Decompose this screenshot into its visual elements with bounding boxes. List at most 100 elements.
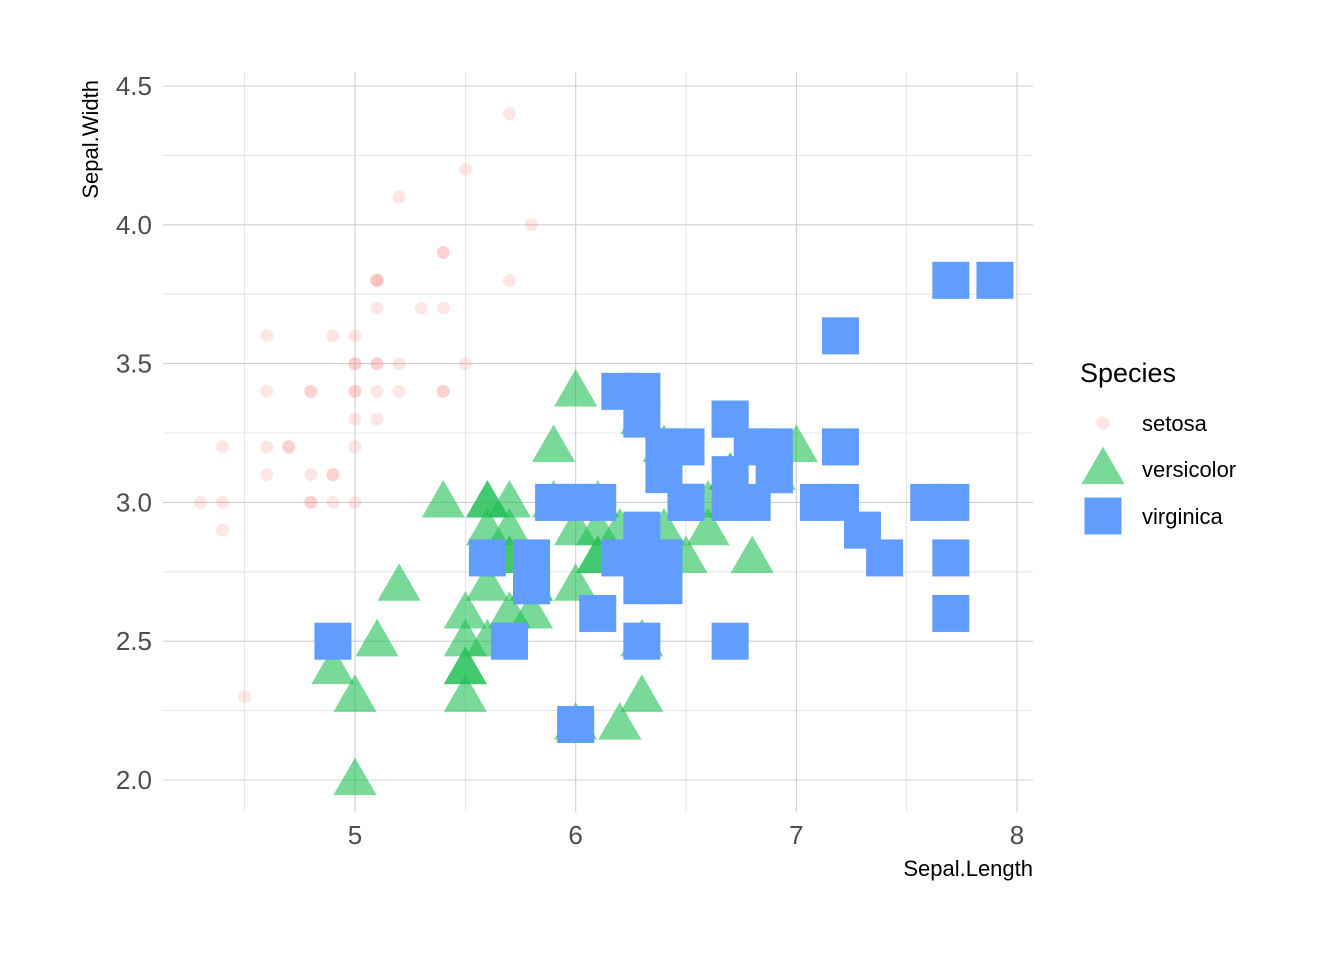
versicolor-point (333, 757, 377, 796)
legend-items: setosa versicolor virginica (1081, 411, 1236, 535)
setosa-point (216, 440, 230, 454)
setosa-point (436, 246, 450, 260)
virginica-point (932, 261, 970, 299)
setosa-point (260, 329, 274, 343)
setosa-point (458, 162, 472, 176)
setosa-point (304, 468, 318, 482)
setosa-point (370, 273, 384, 287)
setosa-point (348, 412, 362, 426)
versicolor-point (333, 674, 377, 712)
setosa-point (326, 329, 340, 343)
virginica-point (513, 567, 551, 605)
setosa-point (194, 495, 208, 509)
virginica-point (976, 261, 1014, 299)
versicolor-point (421, 480, 465, 518)
setosa-point (216, 495, 230, 509)
y-axis-ticks: 2.0 2.5 3.0 3.5 4.0 4.5 (116, 71, 152, 795)
setosa-point (304, 495, 318, 509)
legend-key-virginica (1084, 497, 1122, 535)
setosa-point (326, 468, 340, 482)
versicolor-point (311, 646, 355, 685)
series-virginica (314, 261, 1014, 743)
versicolor-point (487, 507, 532, 546)
virginica-point (490, 622, 528, 660)
setosa-point (304, 495, 318, 509)
setosa-point (348, 384, 362, 398)
versicolor-point (598, 702, 642, 740)
virginica-point (711, 400, 749, 438)
setosa-point (326, 495, 340, 509)
legend-key-setosa (1096, 416, 1110, 430)
virginica-point (623, 622, 661, 660)
virginica-point (579, 594, 617, 632)
versicolor-point (443, 591, 487, 629)
setosa-point (370, 273, 384, 287)
setosa-point (260, 384, 274, 398)
legend-key-versicolor (1081, 446, 1125, 485)
virginica-point (557, 705, 595, 743)
virginica-point (535, 483, 573, 521)
virginica-point (821, 483, 859, 521)
virginica-point (932, 483, 970, 521)
y-tick-label: 2.5 (116, 626, 152, 656)
legend: Species setosa versicolor virginica (1080, 358, 1236, 535)
setosa-point (458, 357, 472, 371)
y-tick-label: 3.5 (116, 349, 152, 379)
x-tick-label: 7 (789, 820, 803, 850)
setosa-point (238, 690, 252, 704)
legend-label-virginica: virginica (1142, 504, 1223, 529)
x-axis-ticks: 5 6 7 8 (348, 820, 1024, 850)
setosa-point (260, 468, 274, 482)
y-tick-label: 4.0 (116, 210, 152, 240)
versicolor-point (443, 674, 487, 712)
y-tick-label: 3.0 (116, 487, 152, 517)
setosa-point (348, 357, 362, 371)
setosa-point (502, 273, 516, 287)
versicolor-point (443, 618, 487, 657)
y-tick-label: 4.5 (116, 71, 152, 101)
virginica-point (932, 539, 970, 577)
setosa-point (348, 495, 362, 509)
legend-label-setosa: setosa (1142, 411, 1208, 436)
setosa-point (370, 273, 384, 287)
virginica-point (314, 622, 352, 660)
virginica-point (821, 317, 859, 355)
setosa-point (436, 246, 450, 260)
legend-item-setosa: setosa (1096, 411, 1208, 436)
setosa-point (282, 440, 296, 454)
virginica-point (601, 372, 639, 410)
setosa-point (392, 357, 406, 371)
setosa-point (304, 384, 318, 398)
x-axis-title: Sepal.Length (903, 856, 1033, 881)
setosa-point (348, 357, 362, 371)
setosa-point (326, 468, 340, 482)
setosa-point (348, 329, 362, 343)
virginica-point (667, 483, 705, 521)
versicolor-point (730, 535, 774, 574)
versicolor-point (554, 563, 598, 601)
setosa-point (348, 384, 362, 398)
setosa-point (282, 440, 296, 454)
setosa-point (370, 412, 384, 426)
setosa-point (392, 384, 406, 398)
versicolor-point (532, 424, 576, 462)
setosa-point (370, 301, 384, 315)
legend-item-versicolor: versicolor (1081, 446, 1236, 485)
data-points (194, 107, 1014, 796)
versicolor-point (377, 563, 421, 601)
setosa-point (304, 384, 318, 398)
virginica-point (711, 622, 749, 660)
setosa-point (392, 190, 406, 204)
setosa-point (436, 301, 450, 315)
setosa-point (348, 440, 362, 454)
y-tick-label: 2.0 (116, 765, 152, 795)
versicolor-point (554, 369, 598, 407)
x-tick-label: 8 (1010, 820, 1024, 850)
legend-label-versicolor: versicolor (1142, 457, 1236, 482)
versicolor-point (509, 591, 554, 629)
virginica-point (866, 539, 904, 577)
x-tick-label: 6 (568, 820, 582, 850)
virginica-point (711, 483, 749, 521)
legend-title: Species (1080, 358, 1176, 388)
